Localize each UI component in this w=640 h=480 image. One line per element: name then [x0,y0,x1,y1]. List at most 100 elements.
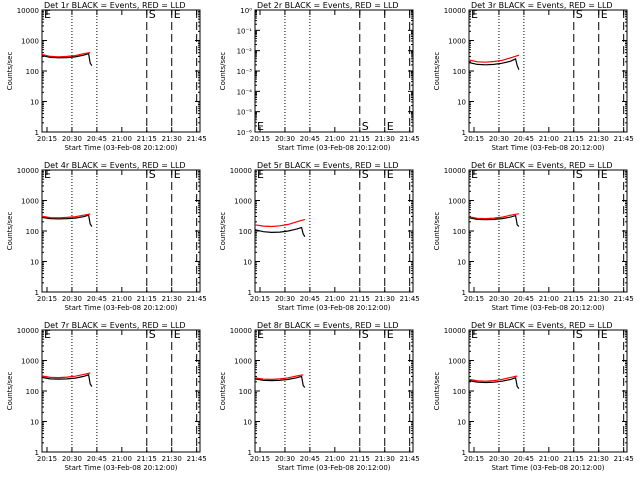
x-tick-label: 20:45 [87,455,107,463]
y-tick-label: 10⁻² [237,48,253,56]
x-tick-label: 20:30 [275,135,295,143]
y-tick-label: 10000 [17,167,39,175]
marker-label: S [576,328,583,341]
x-tick-label: 20:45 [300,455,320,463]
lld-series-line [468,375,518,382]
x-tick-label: 21:15 [137,135,157,143]
y-tick-label: 1000 [448,358,466,366]
panel-title: Det 6r BLACK = Events, RED = LLD [471,161,613,170]
plot-frame [41,9,201,133]
panel-det-8: Det 8r BLACK = Events, RED = LLD Counts/s… [219,321,420,472]
lld-series-line [254,218,306,228]
marker-label: E [44,8,51,21]
y-tick-label: 10⁻¹ [237,27,253,35]
x-tick-label: 20:15 [37,295,57,303]
x-tick-label: 20:30 [62,295,82,303]
marker-label: S [149,8,156,21]
marker-label: E [174,168,181,181]
x-tick-label: 20:15 [250,295,270,303]
x-tick-label: 20:45 [300,135,320,143]
y-tick-label: 1 [35,289,39,297]
x-tick-label: 21:45 [614,455,634,463]
y-axis-label: Counts/sec [219,372,227,411]
y-tick-label: 10⁻⁶ [237,129,253,137]
marker-label: S [576,8,583,21]
marker-label: S [362,168,369,181]
y-axis-label: Counts/sec [6,212,14,251]
y-tick-label: 1000 [21,198,39,206]
events-series-line [468,58,520,70]
y-tick-label: 1 [462,129,466,137]
panel-title: Det 9r BLACK = Events, RED = LLD [471,321,613,330]
y-tick-label: 10 [457,259,466,267]
y-tick-label: 1 [248,289,252,297]
x-tick-label: 21:00 [325,295,345,303]
plot-frame [468,169,628,293]
panel-title: Det 4r BLACK = Events, RED = LLD [44,161,186,170]
marker-label: E [174,8,181,21]
lld-series-line [468,213,520,220]
marker-label: E [601,168,608,181]
plot-frame [41,169,201,293]
x-axis-label: Start Time (03-Feb-08 20:12:00) [277,144,390,152]
x-tick-label: 20:30 [489,135,509,143]
panel-det-2: Det 2r BLACK = Events, RED = LLD Counts/s… [219,1,420,152]
x-tick-label: 20:30 [275,455,295,463]
x-tick-label: 21:15 [350,455,370,463]
y-tick-label: 10000 [230,327,252,335]
x-tick-label: 21:00 [112,455,132,463]
events-series-line [468,214,520,227]
x-tick-label: 21:15 [350,295,370,303]
panel-det-3: Det 3r BLACK = Events, RED = LLD Counts/s… [433,1,634,152]
y-tick-label: 1 [248,449,252,457]
events-series-line [41,214,93,227]
x-tick-label: 20:15 [464,135,484,143]
x-tick-label: 21:15 [137,455,157,463]
y-tick-label: 1 [462,449,466,457]
x-tick-label: 21:30 [162,455,182,463]
panel-title: Det 2r BLACK = Events, RED = LLD [257,1,399,10]
plot-frame [41,329,201,453]
x-axis-label: Start Time (03-Feb-08 20:12:00) [64,304,177,312]
y-tick-label: 1 [35,449,39,457]
panel-title: Det 5r BLACK = Events, RED = LLD [257,161,399,170]
y-tick-label: 100 [239,388,252,396]
panel-det-4: Det 4r BLACK = Events, RED = LLD Counts/s… [6,161,207,312]
events-series-line [254,375,306,388]
marker-label: E [257,168,264,181]
marker-label: E [387,120,394,133]
plot-frame [254,9,414,133]
y-tick-label: 10000 [444,327,466,335]
y-tick-label: 100 [453,388,466,396]
y-axis-label: Counts/sec [6,372,14,411]
y-tick-label: 10000 [230,167,252,175]
x-tick-label: 20:30 [62,455,82,463]
x-tick-label: 21:30 [589,295,609,303]
lld-series-line [41,372,91,379]
panel-det-7: Det 7r BLACK = Events, RED = LLD Counts/s… [6,321,207,472]
y-tick-label: 1 [35,129,39,137]
panel-det-6: Det 6r BLACK = Events, RED = LLD Counts/s… [433,161,634,312]
y-axis-label: Counts/sec [433,372,441,411]
y-tick-label: 10 [457,419,466,427]
y-tick-label: 100 [239,228,252,236]
x-tick-label: 20:45 [514,135,534,143]
x-tick-label: 21:00 [539,455,559,463]
x-tick-label: 21:45 [187,295,207,303]
x-tick-label: 21:45 [400,455,420,463]
y-axis-label: Counts/sec [433,212,441,251]
y-tick-label: 1000 [448,198,466,206]
x-tick-label: 20:15 [250,455,270,463]
x-tick-label: 20:45 [514,455,534,463]
plot-frame [254,329,414,453]
panel-det-5: Det 5r BLACK = Events, RED = LLD Counts/s… [219,161,420,312]
x-tick-label: 20:15 [250,135,270,143]
x-tick-label: 20:15 [464,455,484,463]
y-axis-label: Counts/sec [219,52,227,91]
y-tick-label: 1000 [448,38,466,46]
y-tick-label: 100 [453,68,466,76]
marker-label: S [362,120,369,133]
x-tick-label: 21:30 [589,455,609,463]
x-tick-label: 21:45 [187,135,207,143]
